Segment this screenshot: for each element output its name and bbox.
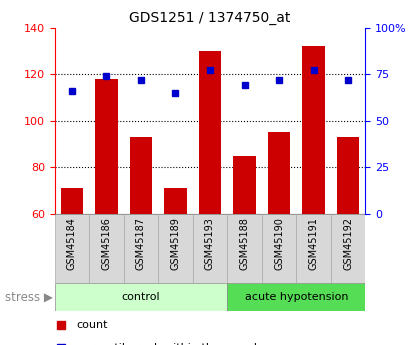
Text: count: count	[76, 320, 108, 330]
Bar	[233, 156, 256, 214]
Bar	[337, 137, 360, 214]
Text: GSM45186: GSM45186	[101, 217, 111, 270]
Text: GSM45184: GSM45184	[67, 217, 77, 270]
Text: acute hypotension: acute hypotension	[244, 292, 348, 302]
Bar	[60, 188, 83, 214]
Title: GDS1251 / 1374750_at: GDS1251 / 1374750_at	[129, 11, 291, 25]
Bar	[95, 79, 118, 214]
Bar	[130, 137, 152, 214]
Bar	[227, 214, 262, 283]
Bar	[158, 214, 193, 283]
Bar	[164, 188, 186, 214]
Text: GSM45189: GSM45189	[171, 217, 181, 270]
Text: GSM45192: GSM45192	[343, 217, 353, 270]
Text: stress ▶: stress ▶	[5, 290, 52, 303]
Bar	[193, 214, 227, 283]
Bar	[331, 214, 365, 283]
Text: GSM45188: GSM45188	[239, 217, 249, 270]
Bar	[199, 51, 221, 214]
Bar	[55, 283, 227, 310]
Text: GSM45190: GSM45190	[274, 217, 284, 270]
Bar	[262, 214, 297, 283]
Bar	[297, 214, 331, 283]
Text: GSM45193: GSM45193	[205, 217, 215, 270]
Text: GSM45187: GSM45187	[136, 217, 146, 270]
Bar	[123, 214, 158, 283]
Bar	[227, 283, 365, 310]
Text: GSM45191: GSM45191	[309, 217, 319, 270]
Bar	[268, 132, 290, 214]
Bar	[302, 46, 325, 214]
Bar	[55, 214, 89, 283]
Bar	[89, 214, 123, 283]
Text: control: control	[122, 292, 160, 302]
Text: percentile rank within the sample: percentile rank within the sample	[76, 343, 264, 345]
